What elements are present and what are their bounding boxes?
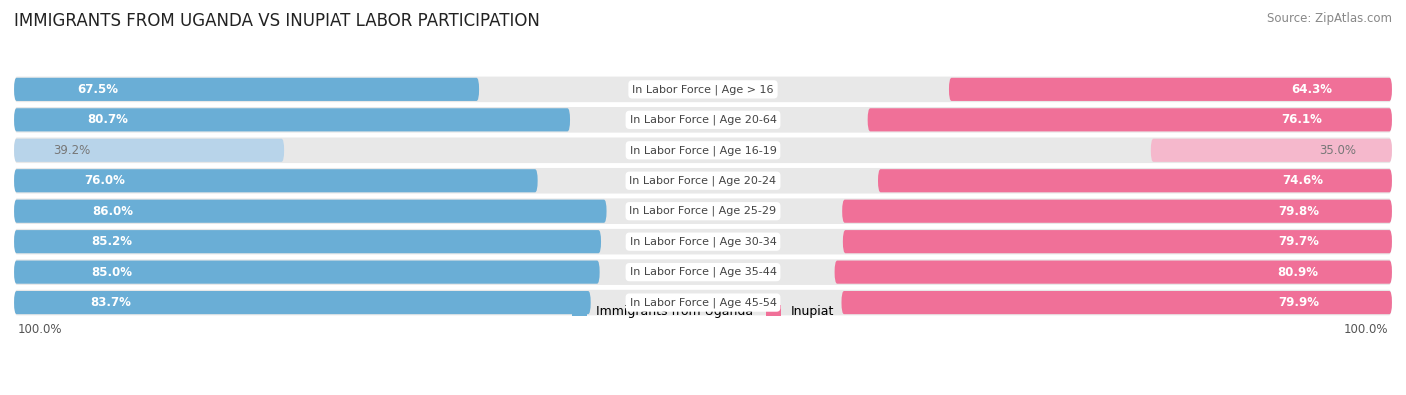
Text: IMMIGRANTS FROM UGANDA VS INUPIAT LABOR PARTICIPATION: IMMIGRANTS FROM UGANDA VS INUPIAT LABOR … — [14, 12, 540, 30]
Text: In Labor Force | Age 30-34: In Labor Force | Age 30-34 — [630, 237, 776, 247]
FancyBboxPatch shape — [842, 199, 1392, 223]
FancyBboxPatch shape — [14, 261, 599, 284]
FancyBboxPatch shape — [1152, 139, 1392, 162]
FancyBboxPatch shape — [868, 108, 1392, 132]
FancyBboxPatch shape — [877, 169, 1392, 192]
Text: 79.7%: 79.7% — [1278, 235, 1319, 248]
Text: 79.8%: 79.8% — [1278, 205, 1319, 218]
Text: 83.7%: 83.7% — [90, 296, 131, 309]
FancyBboxPatch shape — [14, 78, 479, 101]
Text: 74.6%: 74.6% — [1282, 174, 1323, 187]
FancyBboxPatch shape — [14, 168, 1392, 194]
Text: 100.0%: 100.0% — [1344, 323, 1389, 336]
Legend: Immigrants from Uganda, Inupiat: Immigrants from Uganda, Inupiat — [567, 300, 839, 323]
Text: 35.0%: 35.0% — [1319, 144, 1357, 157]
Text: 79.9%: 79.9% — [1278, 296, 1319, 309]
FancyBboxPatch shape — [14, 77, 1392, 102]
FancyBboxPatch shape — [14, 139, 284, 162]
Text: In Labor Force | Age 35-44: In Labor Force | Age 35-44 — [630, 267, 776, 277]
Text: 85.2%: 85.2% — [91, 235, 132, 248]
Text: 100.0%: 100.0% — [17, 323, 62, 336]
FancyBboxPatch shape — [14, 107, 1392, 133]
FancyBboxPatch shape — [14, 291, 591, 314]
Text: Source: ZipAtlas.com: Source: ZipAtlas.com — [1267, 12, 1392, 25]
FancyBboxPatch shape — [14, 198, 1392, 224]
FancyBboxPatch shape — [14, 169, 537, 192]
Text: In Labor Force | Age > 16: In Labor Force | Age > 16 — [633, 84, 773, 95]
Text: 80.9%: 80.9% — [1277, 265, 1319, 278]
Text: 76.0%: 76.0% — [84, 174, 125, 187]
Text: 85.0%: 85.0% — [91, 265, 132, 278]
Text: In Labor Force | Age 25-29: In Labor Force | Age 25-29 — [630, 206, 776, 216]
Text: In Labor Force | Age 45-54: In Labor Force | Age 45-54 — [630, 297, 776, 308]
Text: In Labor Force | Age 20-24: In Labor Force | Age 20-24 — [630, 175, 776, 186]
FancyBboxPatch shape — [14, 137, 1392, 163]
Text: 76.1%: 76.1% — [1281, 113, 1322, 126]
FancyBboxPatch shape — [14, 108, 569, 132]
FancyBboxPatch shape — [14, 230, 600, 253]
FancyBboxPatch shape — [949, 78, 1392, 101]
Text: In Labor Force | Age 20-64: In Labor Force | Age 20-64 — [630, 115, 776, 125]
FancyBboxPatch shape — [841, 291, 1392, 314]
Text: In Labor Force | Age 16-19: In Labor Force | Age 16-19 — [630, 145, 776, 156]
Text: 64.3%: 64.3% — [1291, 83, 1331, 96]
FancyBboxPatch shape — [14, 290, 1392, 315]
Text: 86.0%: 86.0% — [91, 205, 134, 218]
FancyBboxPatch shape — [842, 230, 1392, 253]
FancyBboxPatch shape — [14, 229, 1392, 254]
Text: 67.5%: 67.5% — [77, 83, 118, 96]
FancyBboxPatch shape — [835, 261, 1392, 284]
FancyBboxPatch shape — [14, 260, 1392, 285]
Text: 80.7%: 80.7% — [87, 113, 128, 126]
FancyBboxPatch shape — [14, 199, 606, 223]
Text: 39.2%: 39.2% — [53, 144, 90, 157]
